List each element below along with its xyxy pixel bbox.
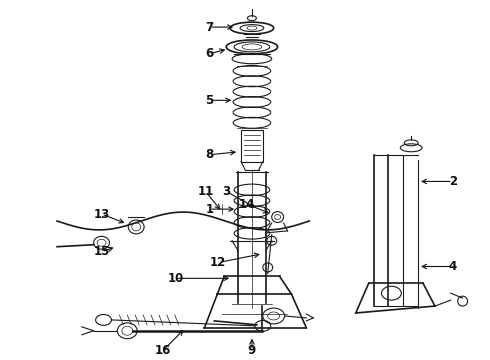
Text: 16: 16 (155, 344, 171, 357)
Text: 10: 10 (168, 272, 184, 285)
Text: 8: 8 (205, 148, 214, 161)
Text: 3: 3 (222, 185, 230, 198)
Text: 12: 12 (210, 256, 226, 269)
Text: 5: 5 (205, 94, 214, 107)
Text: 15: 15 (94, 245, 110, 258)
Text: 9: 9 (248, 344, 256, 357)
Text: 6: 6 (205, 47, 214, 60)
Text: 1: 1 (205, 203, 214, 216)
Bar (241, 130, 263, 162)
Text: 14: 14 (239, 198, 255, 211)
Text: 7: 7 (205, 21, 214, 33)
Text: 4: 4 (449, 260, 457, 273)
Text: 2: 2 (449, 175, 457, 188)
Text: 11: 11 (197, 185, 214, 198)
Text: 13: 13 (94, 208, 110, 221)
